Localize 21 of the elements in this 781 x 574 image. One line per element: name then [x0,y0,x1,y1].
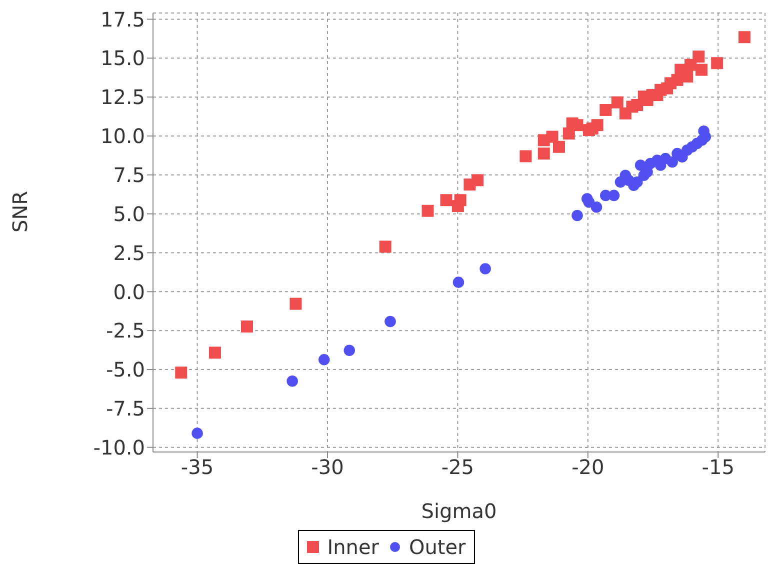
y-tick-label: 5.0 [113,202,145,226]
y-tick-label: 7.5 [113,163,145,187]
x-tick-label: -35 [180,455,214,480]
x-tick-label: -15 [702,455,734,480]
y-tick-label: 0.0 [113,280,145,304]
y-axis-title: SNR [8,190,32,232]
x-tick-label: -20 [572,455,604,480]
y-tick-label: -7.5 [106,396,145,421]
y-tick-label: 2.5 [113,240,145,265]
x-axis-title: Sigma0 [421,499,497,523]
legend-label: Outer [408,535,466,559]
x-tick-label: -30 [311,455,344,480]
legend-label: Inner [326,535,379,559]
x-tick-label: -25 [441,455,474,480]
y-tick-label: 15.0 [100,46,145,70]
y-tick-label: -2.5 [106,318,145,343]
y-tick-label: 17.5 [100,7,145,32]
y-tick-label: 12.5 [100,85,145,110]
y-tick-label: -5.0 [106,358,145,382]
y-tick-label: 10.0 [100,124,145,148]
y-tick-label: -10.0 [93,435,145,460]
